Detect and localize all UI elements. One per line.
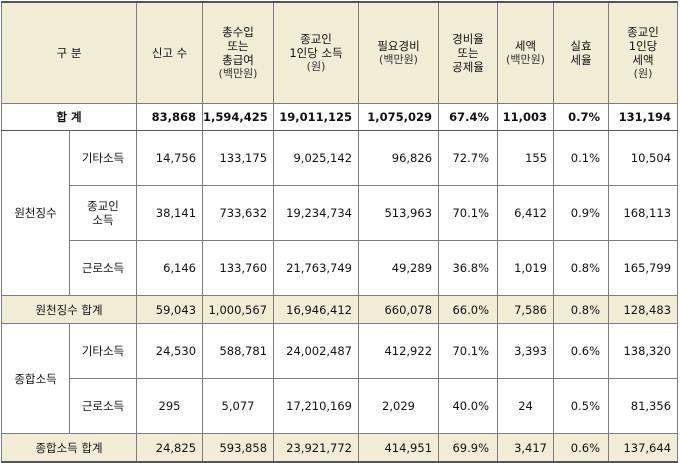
header-per-cap-tax: 종교인 1인당 세액 (원) xyxy=(608,1,679,104)
row-expense-rate: 36.8% xyxy=(438,240,499,296)
header-expense-rate: 경비율 또는 공제율 xyxy=(438,1,499,104)
row-income: 588,781 xyxy=(202,323,275,379)
row-count: 14,756 xyxy=(136,130,204,186)
total-tax: 11,003 xyxy=(497,103,555,131)
row-expense: 96,826 xyxy=(358,130,440,186)
row-count: 59,043 xyxy=(136,295,204,324)
total-expense: 1,075,029 xyxy=(358,103,440,131)
withholding-group-label: 원천징수 xyxy=(1,130,70,296)
row-expense: 2,029 xyxy=(358,378,440,434)
total-label: 합 계 xyxy=(0,103,138,131)
row-expense-rate: 40.0% xyxy=(438,378,499,434)
header-row: 구 분 신고 수 총수입 또는 총급여 (백만원) 종교인 1인당 소득 (원)… xyxy=(0,1,679,104)
table-row: 근로소득 6,146 133,760 21,763,749 49,289 36.… xyxy=(2,240,679,296)
table-row: 종교인 소득 38,141 733,632 19,234,734 513,963… xyxy=(2,185,679,241)
header-effective-rate: 실효 세율 xyxy=(553,1,610,104)
row-effective-rate: 0.1% xyxy=(553,130,610,186)
table-row: 종합소득 기타소득 24,530 588,781 24,002,487 412,… xyxy=(1,323,679,434)
row-count: 6,146 xyxy=(136,240,204,296)
row-per-cap-tax: 10,504 xyxy=(608,130,679,186)
row-tax: 7,586 xyxy=(497,295,555,324)
row-count: 24,530 xyxy=(136,323,204,379)
row-expense: 660,078 xyxy=(358,295,440,324)
row-income: 133,760 xyxy=(202,240,275,296)
row-effective-rate: 0.9% xyxy=(553,185,610,241)
withholding-subtotal-label: 원천징수 합계 xyxy=(0,295,138,324)
row-tax: 155 xyxy=(497,130,555,186)
row-tax: 3,393 xyxy=(497,323,555,379)
row-income: 5,077 xyxy=(202,378,275,434)
row-per-cap-tax: 168,113 xyxy=(608,185,679,241)
row-per-cap-income: 23,921,772 xyxy=(273,433,360,463)
row-tax: 24 xyxy=(497,378,555,434)
header-count: 신고 수 xyxy=(136,1,204,104)
row-income: 733,632 xyxy=(202,185,275,241)
row-count: 295 xyxy=(136,378,204,434)
row-income: 1,000,567 xyxy=(202,295,275,324)
row-per-cap-tax: 81,356 xyxy=(608,378,679,434)
row-per-cap-tax: 138,320 xyxy=(608,323,679,379)
row-income: 133,175 xyxy=(202,130,275,186)
header-category: 구 분 xyxy=(0,1,138,104)
total-count: 83,868 xyxy=(136,103,204,131)
row-expense: 513,963 xyxy=(358,185,440,241)
total-per-cap-income: 19,011,125 xyxy=(273,103,360,131)
row-expense: 412,922 xyxy=(358,323,440,379)
row-per-cap-tax: 165,799 xyxy=(608,240,679,296)
header-income: 총수입 또는 총급여 (백만원) xyxy=(202,1,275,104)
row-count: 38,141 xyxy=(136,185,204,241)
total-expense-rate: 67.4% xyxy=(438,103,499,131)
row-tax: 6,412 xyxy=(497,185,555,241)
row-expense-rate: 69.9% xyxy=(438,433,499,463)
row-effective-rate: 0.8% xyxy=(553,295,610,324)
comprehensive-subtotal-row: 종합소득 합계 24,825 593,858 23,921,772 414,95… xyxy=(0,433,679,463)
row-expense-rate: 72.7% xyxy=(438,130,499,186)
row-income: 593,858 xyxy=(202,433,275,463)
row-effective-rate: 0.5% xyxy=(553,378,610,434)
header-tax: 세액 (백만원) xyxy=(497,1,555,104)
row-expense: 49,289 xyxy=(358,240,440,296)
table-row: 근로소득 295 5,077 17,210,169 2,029 40.0% 24… xyxy=(2,378,679,434)
row-expense-rate: 66.0% xyxy=(438,295,499,324)
row-label: 기타소득 xyxy=(68,130,138,186)
row-per-cap-income: 19,234,734 xyxy=(273,185,360,241)
row-expense-rate: 70.1% xyxy=(438,185,499,241)
row-per-cap-income: 21,763,749 xyxy=(273,240,360,296)
total-row: 합 계 83,868 1,594,425 19,011,125 1,075,02… xyxy=(0,103,679,131)
row-label: 근로소득 xyxy=(68,240,138,296)
row-label: 종교인 소득 xyxy=(68,185,138,241)
total-effective-rate: 0.7% xyxy=(553,103,610,131)
row-effective-rate: 0.6% xyxy=(553,323,610,379)
withholding-subtotal-row: 원천징수 합계 59,043 1,000,567 16,946,412 660,… xyxy=(0,295,679,324)
header-per-cap-income: 종교인 1인당 소득 (원) xyxy=(273,1,360,104)
row-label: 근로소득 xyxy=(68,378,138,434)
row-effective-rate: 0.8% xyxy=(553,240,610,296)
comprehensive-subtotal-label: 종합소득 합계 xyxy=(0,433,138,463)
comprehensive-group-label: 종합소득 xyxy=(1,323,70,434)
row-expense: 414,951 xyxy=(358,433,440,463)
table-row: 원천징수 기타소득 14,756 133,175 9,025,142 96,82… xyxy=(1,130,679,296)
row-tax: 1,019 xyxy=(497,240,555,296)
row-expense-rate: 70.1% xyxy=(438,323,499,379)
total-per-cap-tax: 131,194 xyxy=(608,103,679,131)
row-tax: 3,417 xyxy=(497,433,555,463)
row-per-cap-income: 9,025,142 xyxy=(273,130,360,186)
header-expense: 필요경비 (백만원) xyxy=(358,1,440,104)
row-per-cap-income: 16,946,412 xyxy=(273,295,360,324)
total-income: 1,594,425 xyxy=(202,103,275,131)
row-per-cap-income: 24,002,487 xyxy=(273,323,360,379)
row-label: 기타소득 xyxy=(68,323,138,379)
row-per-cap-income: 17,210,169 xyxy=(273,378,360,434)
row-effective-rate: 0.6% xyxy=(553,433,610,463)
row-per-cap-tax: 128,483 xyxy=(608,295,679,324)
row-per-cap-tax: 137,644 xyxy=(608,433,679,463)
row-count: 24,825 xyxy=(136,433,204,463)
